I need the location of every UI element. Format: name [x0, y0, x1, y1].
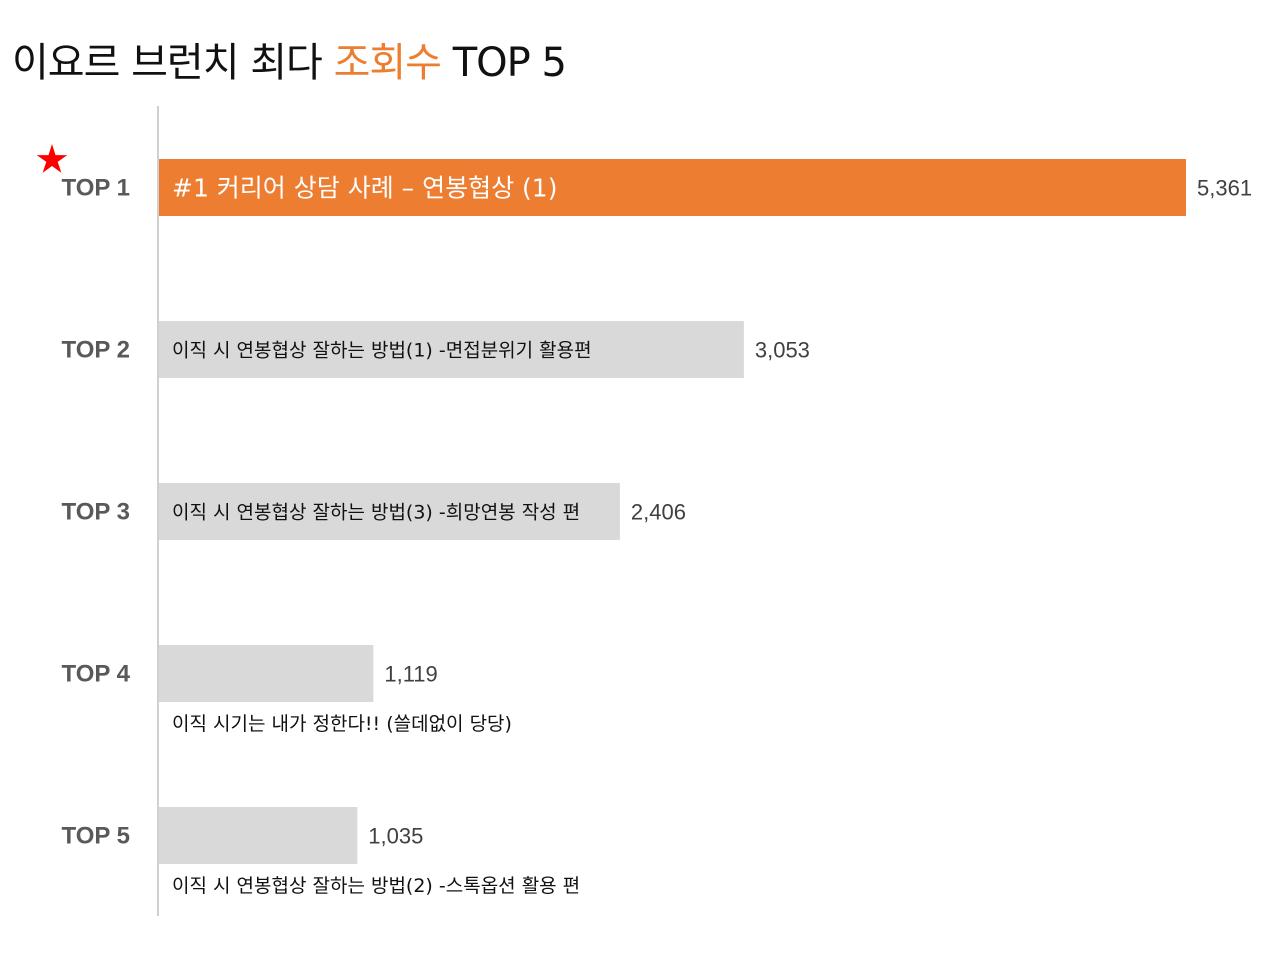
bar — [159, 321, 744, 378]
chart-title: 이요르 브런치 최다 조회수 TOP 5 — [12, 30, 567, 88]
value-label: 3,053 — [755, 338, 810, 363]
bar-label: 이직 시 연봉협상 잘하는 방법(3) -희망연봉 작성 편 — [172, 502, 580, 524]
title-accent: 조회수 — [333, 40, 442, 86]
value-label: 2,406 — [631, 500, 686, 525]
bar-label: 이직 시기는 내가 정한다!! (쓸데없이 당당) — [172, 713, 512, 735]
bar-label: 이직 시 연봉협상 잘하는 방법(1) -면접분위기 활용편 — [172, 340, 592, 362]
bar — [159, 807, 358, 864]
category-label: TOP 4 — [62, 661, 131, 688]
value-label: 5,361 — [1197, 176, 1252, 201]
category-label: TOP 3 — [62, 499, 130, 526]
category-label: TOP 1 — [62, 175, 130, 202]
category-label: TOP 5 — [62, 823, 130, 850]
bar — [159, 159, 1186, 216]
bar — [159, 483, 620, 540]
bar-label: #1 커리어 상담 사례 – 연봉협상 (1) — [172, 174, 557, 203]
bar — [159, 645, 374, 702]
star-icon — [36, 144, 68, 173]
title-prefix: 이요르 브런치 최다 — [12, 40, 323, 86]
title-suffix: TOP 5 — [452, 40, 567, 86]
value-label: 1,119 — [384, 662, 437, 687]
value-label: 1,035 — [368, 824, 423, 849]
bar-label: 이직 시 연봉협상 잘하는 방법(2) -스톡옵션 활용 편 — [172, 875, 580, 897]
category-label: TOP 2 — [62, 337, 130, 364]
